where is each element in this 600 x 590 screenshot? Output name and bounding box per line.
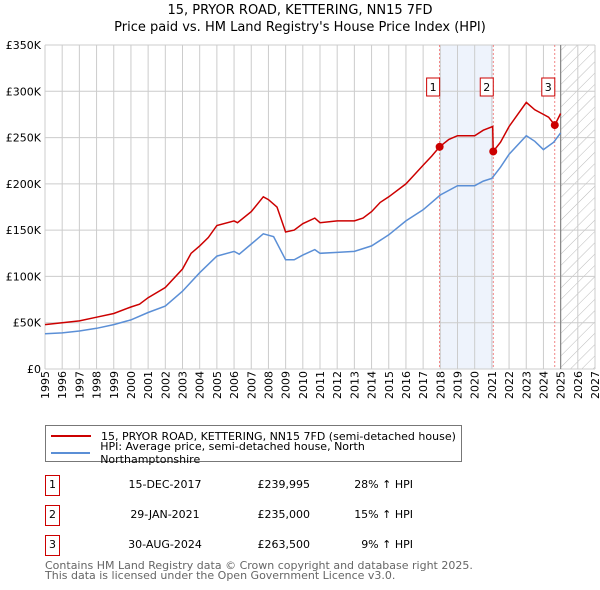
legend-label: 15, PRYOR ROAD, KETTERING, NN15 7FD (sem… xyxy=(101,429,456,443)
sale-label-box xyxy=(479,77,494,97)
y-tick-label: £250K xyxy=(6,132,42,145)
footer-licence: This data is licensed under the Open Gov… xyxy=(45,569,396,582)
sale-point xyxy=(550,121,559,130)
sale-point xyxy=(489,147,498,156)
x-tick-label: 2011 xyxy=(314,371,327,399)
x-tick-label: 1996 xyxy=(56,371,69,399)
x-tick-label: 2010 xyxy=(297,371,310,399)
legend-swatch-red xyxy=(51,435,91,437)
legend-item-property: 15, PRYOR ROAD, KETTERING, NN15 7FD (sem… xyxy=(51,428,456,444)
x-tick-label: 1995 xyxy=(39,371,52,399)
transaction-hpi: 9% ↑ HPI xyxy=(361,538,413,551)
sale-label: 2 xyxy=(483,81,490,94)
x-tick-label: 2009 xyxy=(280,371,293,399)
x-tick-label: 2025 xyxy=(555,371,568,399)
transaction-date: 30-AUG-2024 xyxy=(128,538,202,551)
sale-label: 3 xyxy=(545,81,552,94)
x-tick-label: 2019 xyxy=(452,371,465,399)
legend-swatch-blue xyxy=(51,452,91,454)
x-tick-label: 2023 xyxy=(520,371,533,399)
x-tick-label: 2027 xyxy=(589,371,600,399)
chart-title: 15, PRYOR ROAD, KETTERING, NN15 7FD xyxy=(167,3,433,18)
x-tick-label: 2001 xyxy=(142,371,155,399)
x-tick-label: 2021 xyxy=(486,371,499,399)
x-tick-label: 2022 xyxy=(503,371,516,399)
hpi-line xyxy=(44,132,562,335)
transaction-price: £239,995 xyxy=(257,478,311,491)
transaction-hpi: 15% ↑ HPI xyxy=(354,508,413,521)
x-tick-label: 1998 xyxy=(91,371,104,399)
shaded-period xyxy=(439,45,494,369)
transaction-row: 1 15-DEC-2017 £239,995 28% ↑ HPI xyxy=(45,475,445,496)
x-tick-label: 2012 xyxy=(331,371,344,399)
x-tick-label: 2014 xyxy=(366,371,379,399)
x-tick-label: 2024 xyxy=(537,371,550,399)
y-tick-label: £150K xyxy=(6,224,42,237)
y-tick-label: £200K xyxy=(6,178,42,191)
x-tick-label: 2004 xyxy=(194,371,207,399)
sale-label: 1 xyxy=(430,81,437,94)
x-tick-label: 1999 xyxy=(108,371,121,399)
x-tick-label: 2018 xyxy=(434,371,447,399)
x-tick-label: 2000 xyxy=(125,371,138,399)
x-tick-label: 2008 xyxy=(262,371,275,399)
transaction-price: £263,500 xyxy=(257,538,311,551)
x-tick-label: 2016 xyxy=(400,371,413,399)
transaction-price: £235,000 xyxy=(257,508,311,521)
y-tick-label: £350K xyxy=(6,39,42,52)
sale-label-box xyxy=(541,77,556,97)
x-tick-label: 2002 xyxy=(159,371,172,399)
x-tick-label: 2020 xyxy=(469,371,482,399)
x-tick-label: 2015 xyxy=(383,371,396,399)
x-tick-label: 2005 xyxy=(211,371,224,399)
y-tick-label: £300K xyxy=(6,85,42,98)
transaction-row: 2 29-JAN-2021 £235,000 15% ↑ HPI xyxy=(45,505,445,526)
legend: 15, PRYOR ROAD, KETTERING, NN15 7FD (sem… xyxy=(45,425,462,466)
transaction-date: 29-JAN-2021 xyxy=(130,508,200,521)
marker-badge: 1 xyxy=(45,475,60,496)
footer-copyright: Contains HM Land Registry data © Crown c… xyxy=(45,559,473,572)
x-tick-label: 1997 xyxy=(73,371,86,399)
transaction-hpi: 28% ↑ HPI xyxy=(354,478,413,491)
y-tick-label: £0 xyxy=(27,363,41,376)
transaction-date: 15-DEC-2017 xyxy=(128,478,202,491)
sale-point xyxy=(435,142,444,151)
y-tick-label: £100K xyxy=(6,270,42,283)
transaction-row: 3 30-AUG-2024 £263,500 9% ↑ HPI xyxy=(45,535,445,556)
x-tick-label: 2026 xyxy=(572,371,585,399)
x-tick-label: 2007 xyxy=(245,371,258,399)
x-tick-label: 2013 xyxy=(348,371,361,399)
x-tick-label: 2006 xyxy=(228,371,241,399)
y-tick-label: £50K xyxy=(13,317,42,330)
chart-subtitle: Price paid vs. HM Land Registry's House … xyxy=(114,20,486,35)
price-chart: 1995 1996 1997 1998 1999 2000 2001 2002 2003 2004… xyxy=(6,39,600,399)
legend-label: HPI: Average price, semi-detached house,… xyxy=(100,440,365,466)
legend-item-hpi: HPI: Average price, semi-detached house,… xyxy=(51,440,461,466)
marker-badge: 2 xyxy=(45,505,60,526)
property-line xyxy=(44,101,562,326)
marker-badge: 3 xyxy=(45,535,60,556)
sale-label-box xyxy=(426,77,441,97)
x-tick-label: 2017 xyxy=(417,371,430,399)
x-tick-label: 2003 xyxy=(177,371,190,399)
